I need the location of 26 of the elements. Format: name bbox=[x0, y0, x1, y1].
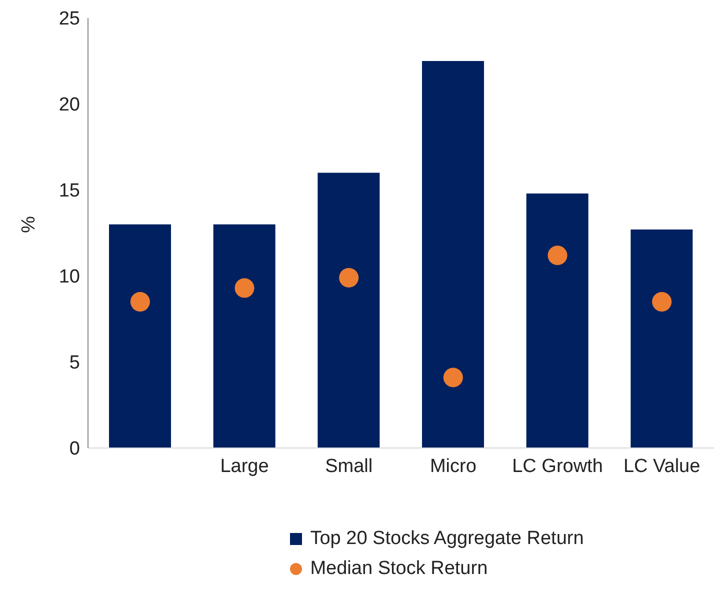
x-tick-label: LC Growth bbox=[512, 456, 603, 477]
y-tick-label: 0 bbox=[69, 438, 80, 460]
y-tick-label: 10 bbox=[58, 266, 80, 288]
x-tick-label: LC Value bbox=[623, 456, 700, 477]
point bbox=[339, 268, 359, 288]
bar bbox=[526, 193, 588, 448]
y-axis-title: % bbox=[18, 216, 40, 233]
point bbox=[130, 292, 150, 312]
bar bbox=[318, 172, 380, 448]
y-tick-label: 15 bbox=[58, 180, 80, 202]
point bbox=[234, 278, 254, 298]
y-tick-label: 5 bbox=[69, 352, 80, 374]
point bbox=[548, 246, 568, 266]
point bbox=[652, 292, 672, 312]
bar bbox=[213, 224, 276, 448]
y-tick-label: 25 bbox=[58, 8, 80, 30]
bar bbox=[422, 61, 484, 448]
legend-label: Top 20 Stocks Aggregate Return bbox=[310, 528, 584, 550]
x-tick-label: Large bbox=[220, 456, 269, 477]
legend-label: Median Stock Return bbox=[310, 558, 488, 580]
x-tick-label: Micro bbox=[430, 456, 476, 477]
y-tick-label: 20 bbox=[58, 94, 80, 116]
bar bbox=[109, 224, 171, 448]
bar bbox=[630, 230, 693, 448]
x-tick-label: Small bbox=[325, 456, 373, 477]
point bbox=[443, 368, 463, 388]
